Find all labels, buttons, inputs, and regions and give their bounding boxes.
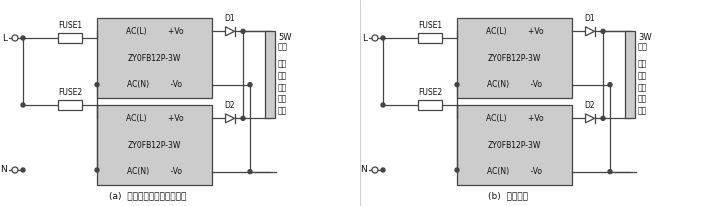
Bar <box>625 31 635 118</box>
Circle shape <box>21 36 25 40</box>
Circle shape <box>248 170 252 174</box>
Text: AC(N)         -Vo: AC(N) -Vo <box>127 80 182 89</box>
Circle shape <box>601 116 605 120</box>
Circle shape <box>381 168 385 172</box>
Bar <box>418 100 442 110</box>
Circle shape <box>608 83 612 87</box>
Circle shape <box>21 103 25 107</box>
Text: 3W: 3W <box>638 33 652 42</box>
Text: D2: D2 <box>225 101 236 110</box>
Text: D2: D2 <box>584 101 595 110</box>
Text: L: L <box>2 34 7 42</box>
Circle shape <box>455 168 459 172</box>
Text: FUSE1: FUSE1 <box>418 21 442 30</box>
Circle shape <box>601 29 605 33</box>
Text: FUSE2: FUSE2 <box>58 88 82 97</box>
Text: FUSE2: FUSE2 <box>418 88 442 97</box>
Circle shape <box>12 167 18 173</box>
Text: ZY0FB12P-3W: ZY0FB12P-3W <box>128 54 181 62</box>
Text: ZY0FB12P-3W: ZY0FB12P-3W <box>488 140 541 150</box>
Text: ZY0FB12P-3W: ZY0FB12P-3W <box>488 54 541 62</box>
Text: AC(N)         -Vo: AC(N) -Vo <box>487 80 542 89</box>
Circle shape <box>381 103 385 107</box>
Polygon shape <box>225 114 235 123</box>
Text: 5W: 5W <box>278 33 292 42</box>
Circle shape <box>608 170 612 174</box>
Text: ZY0FB12P-3W: ZY0FB12P-3W <box>128 140 181 150</box>
Text: AC(L)         +Vo: AC(L) +Vo <box>485 27 544 36</box>
Polygon shape <box>225 27 235 36</box>
Text: AC(N)         -Vo: AC(N) -Vo <box>487 167 542 176</box>
Text: AC(L)         +Vo: AC(L) +Vo <box>126 114 183 123</box>
Text: N: N <box>0 165 7 174</box>
Circle shape <box>248 83 252 87</box>
Circle shape <box>372 35 378 41</box>
Bar <box>457 18 572 98</box>
Text: AC(N)         -Vo: AC(N) -Vo <box>127 167 182 176</box>
Circle shape <box>455 83 459 87</box>
Circle shape <box>95 168 99 172</box>
Circle shape <box>372 167 378 173</box>
Bar <box>58 100 82 110</box>
Circle shape <box>241 116 245 120</box>
Text: L: L <box>362 34 367 42</box>
Text: D1: D1 <box>225 14 236 23</box>
Text: (b)  冗余应用: (b) 冗余应用 <box>488 191 528 200</box>
Circle shape <box>381 36 385 40</box>
Text: AC(L)         +Vo: AC(L) +Vo <box>126 27 183 36</box>
Text: AC(L)         +Vo: AC(L) +Vo <box>485 114 544 123</box>
Text: (a)  并联应用（不恰当应用）: (a) 并联应用（不恰当应用） <box>109 191 186 200</box>
Bar <box>457 105 572 185</box>
Circle shape <box>12 35 18 41</box>
Bar <box>58 33 82 43</box>
Bar <box>97 105 212 185</box>
Bar <box>418 33 442 43</box>
Bar <box>265 31 275 118</box>
Circle shape <box>241 29 245 33</box>
Text: 负载
在单
个模
块功
率内: 负载 在单 个模 块功 率内 <box>638 59 647 116</box>
Text: 负载: 负载 <box>278 42 288 51</box>
Text: D1: D1 <box>584 14 595 23</box>
Circle shape <box>95 83 99 87</box>
Text: FUSE1: FUSE1 <box>58 21 82 30</box>
Bar <box>97 18 212 98</box>
Circle shape <box>21 168 25 172</box>
Text: 负载: 负载 <box>638 42 648 51</box>
Polygon shape <box>585 114 595 123</box>
Text: N: N <box>360 165 367 174</box>
Polygon shape <box>585 27 595 36</box>
Text: 负载
大于
单个
模块
功率: 负载 大于 单个 模块 功率 <box>278 59 287 116</box>
